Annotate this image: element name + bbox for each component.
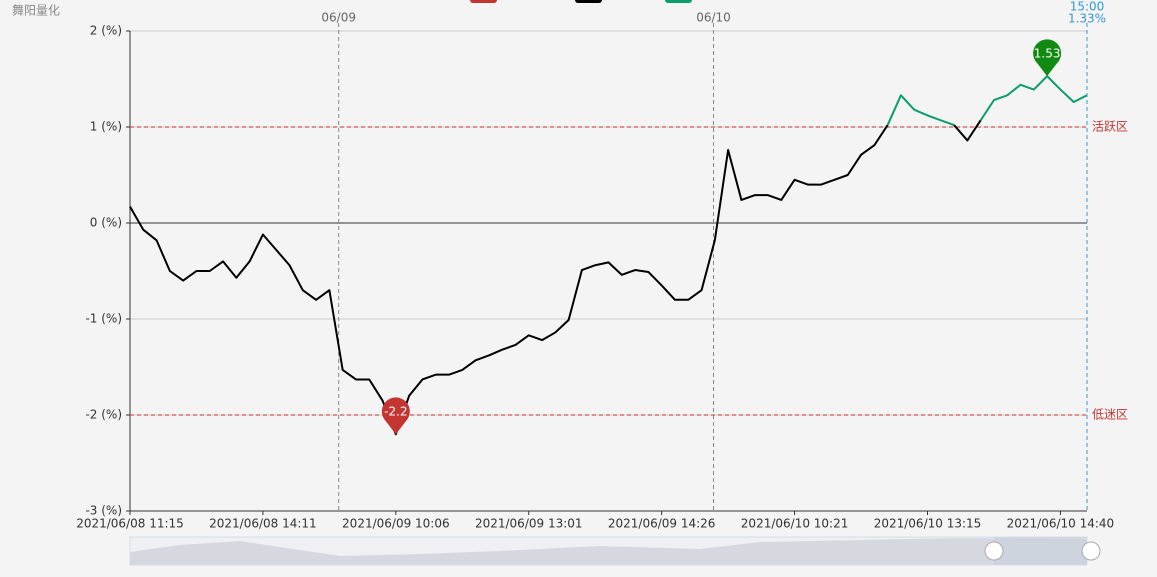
y-tick-label: 2 (%) <box>90 24 122 38</box>
y-tick-label: -2 (%) <box>85 408 122 422</box>
line <box>979 75 1088 121</box>
zoom-shadow <box>130 538 1087 565</box>
legend-icon[interactable] <box>470 0 497 3</box>
x-tick-label: 2021/06/10 14:40 <box>1007 517 1115 531</box>
day-label: 06/09 <box>321 11 356 25</box>
zoom-handle[interactable] <box>1081 541 1101 561</box>
max-pin <box>1033 39 1062 77</box>
cursor-value: 1.33% <box>1068 12 1106 26</box>
max-pin-label: 1.53 <box>1034 47 1061 61</box>
x-tick-label: 2021/06/09 14:26 <box>608 517 716 531</box>
min-pin <box>381 397 410 435</box>
line <box>886 94 955 127</box>
x-tick-label: 2021/06/09 13:01 <box>475 517 583 531</box>
zoom-handle[interactable] <box>984 541 1004 561</box>
x-tick-label: 2021/06/08 11:15 <box>76 517 184 531</box>
legend-icon[interactable] <box>665 0 692 3</box>
y-tick-label: 1 (%) <box>90 120 122 134</box>
x-tick-label: 2021/06/08 14:11 <box>209 517 317 531</box>
line <box>129 124 889 436</box>
y-tick-label: -3 (%) <box>85 504 122 518</box>
y-tick-label: -1 (%) <box>85 312 122 326</box>
mark-line-label: 活跃区 <box>1092 120 1128 134</box>
line <box>953 119 982 142</box>
zoom-window[interactable] <box>994 537 1087 565</box>
cursor-time: 15:00 <box>1070 0 1105 14</box>
x-tick-label: 2021/06/10 10:21 <box>741 517 849 531</box>
y-tick-label: 0 (%) <box>90 216 122 230</box>
data-zoom[interactable] <box>129 536 1101 566</box>
day-label: 06/10 <box>696 11 731 25</box>
chart-title: 舞阳量化 <box>12 4 60 18</box>
legend-icon[interactable] <box>575 0 602 3</box>
x-tick-label: 2021/06/10 13:15 <box>874 517 982 531</box>
min-pin-label: -2.2 <box>384 405 407 419</box>
x-tick-label: 2021/06/09 10:06 <box>342 517 450 531</box>
mark-line-label: 低迷区 <box>1092 408 1128 422</box>
